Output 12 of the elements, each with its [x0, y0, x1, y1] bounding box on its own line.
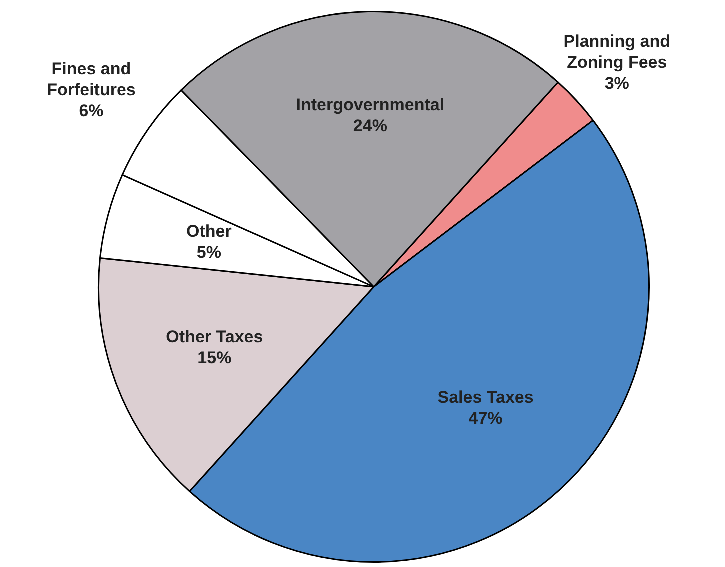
data-label: 15% [198, 348, 232, 368]
slice-label: Planning and Zoning Fees [564, 32, 670, 72]
slice-label: Other [186, 222, 232, 242]
data-label: 24% [353, 116, 388, 136]
data-label: 47% [468, 408, 503, 428]
slice-label: Sales Taxes [438, 388, 534, 407]
data-label: 6% [79, 101, 104, 120]
data-label: 5% [196, 243, 222, 262]
slice-label: Other Taxes [166, 327, 264, 346]
slice-label: Intergovernmental [296, 96, 445, 115]
slice-label: Fines and Forfeitures [47, 59, 136, 100]
data-label: 3% [604, 74, 630, 94]
